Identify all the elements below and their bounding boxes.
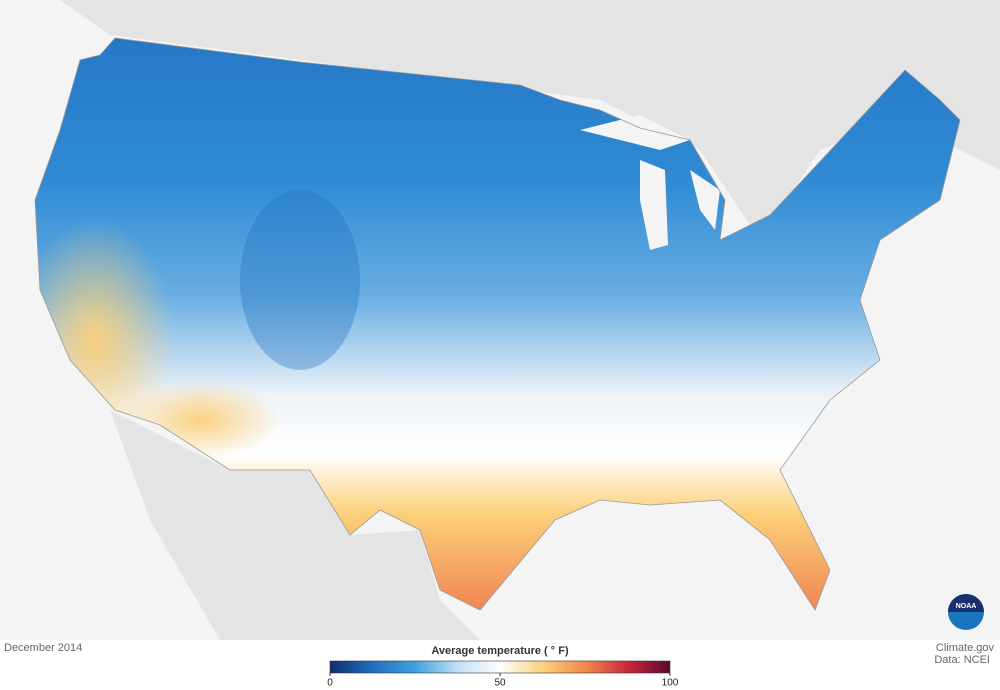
caption: December 2014 — [4, 642, 82, 654]
credit-source: Data: NCEI — [934, 654, 990, 666]
credit-site: Climate.gov — [936, 642, 995, 654]
colorbar-tick-label: 0 — [327, 678, 333, 689]
rockies — [240, 190, 360, 370]
colorbar-bar — [329, 660, 671, 674]
legend-title: Average temperature ( ° F) — [431, 645, 569, 657]
logo-text: NOAA — [956, 603, 977, 610]
mexico — [110, 410, 480, 640]
colorbar-tick-label: 50 — [494, 678, 506, 689]
canada — [60, 0, 1000, 240]
logo-top — [948, 594, 984, 612]
great-lakes — [580, 115, 720, 250]
colorbar-tick-label: 100 — [662, 678, 679, 689]
colorbar: 0 50 100 — [327, 660, 679, 689]
